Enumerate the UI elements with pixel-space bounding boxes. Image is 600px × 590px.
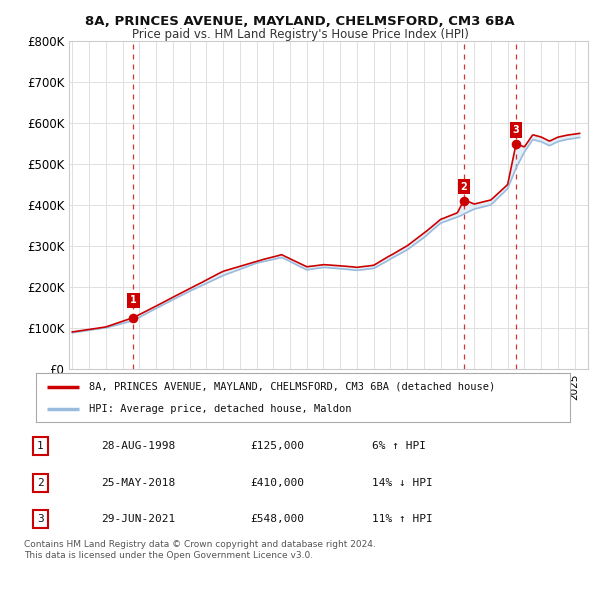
Point	[460, 196, 469, 206]
Text: 2: 2	[37, 478, 44, 487]
Text: 3: 3	[37, 514, 44, 524]
Text: 29-JUN-2021: 29-JUN-2021	[101, 514, 176, 524]
Text: 1: 1	[37, 441, 44, 451]
Text: 2: 2	[461, 182, 467, 192]
Text: £410,000: £410,000	[250, 478, 304, 487]
Point	[511, 140, 521, 149]
Text: £125,000: £125,000	[250, 441, 304, 451]
Text: 8A, PRINCES AVENUE, MAYLAND, CHELMSFORD, CM3 6BA: 8A, PRINCES AVENUE, MAYLAND, CHELMSFORD,…	[85, 15, 515, 28]
Text: 3: 3	[512, 125, 520, 135]
Text: 25-MAY-2018: 25-MAY-2018	[101, 478, 176, 487]
Text: 1: 1	[130, 296, 137, 306]
Text: £548,000: £548,000	[250, 514, 304, 524]
Text: HPI: Average price, detached house, Maldon: HPI: Average price, detached house, Mald…	[89, 404, 352, 414]
Text: Price paid vs. HM Land Registry's House Price Index (HPI): Price paid vs. HM Land Registry's House …	[131, 28, 469, 41]
Text: 8A, PRINCES AVENUE, MAYLAND, CHELMSFORD, CM3 6BA (detached house): 8A, PRINCES AVENUE, MAYLAND, CHELMSFORD,…	[89, 382, 496, 392]
Text: Contains HM Land Registry data © Crown copyright and database right 2024.
This d: Contains HM Land Registry data © Crown c…	[24, 540, 376, 560]
Text: 6% ↑ HPI: 6% ↑ HPI	[372, 441, 426, 451]
Text: 14% ↓ HPI: 14% ↓ HPI	[372, 478, 433, 487]
Text: 11% ↑ HPI: 11% ↑ HPI	[372, 514, 433, 524]
Point	[128, 313, 138, 322]
Text: 28-AUG-1998: 28-AUG-1998	[101, 441, 176, 451]
